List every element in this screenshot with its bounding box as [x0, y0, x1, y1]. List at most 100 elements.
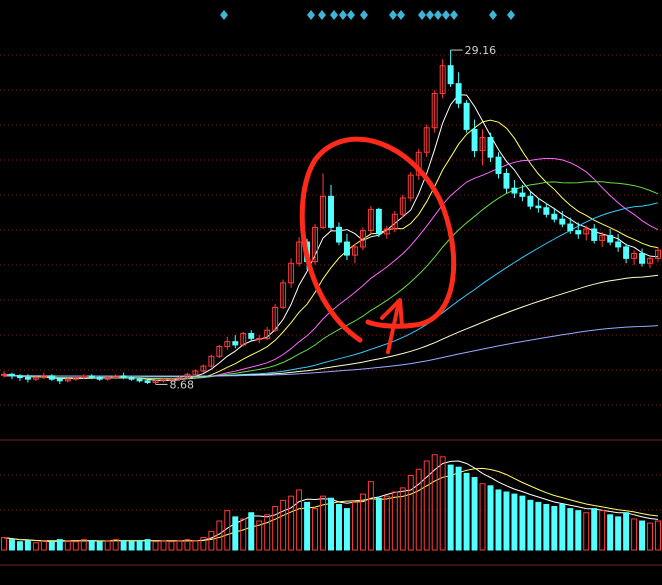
volume-bar: [288, 495, 295, 551]
diamond-icon: [397, 10, 405, 20]
volume-bar: [447, 464, 454, 551]
candle-down: [543, 207, 550, 215]
candle-up: [407, 174, 414, 199]
volume-bar: [639, 520, 646, 551]
candle-down: [623, 246, 630, 259]
volume-bar: [647, 522, 654, 551]
diamond-icon: [347, 10, 355, 20]
candle-down: [575, 230, 582, 235]
volume-bar: [184, 539, 191, 551]
candle-up: [216, 346, 223, 357]
candle-down: [591, 228, 598, 241]
candle-up: [383, 228, 390, 235]
volume-bar: [535, 501, 542, 551]
candle-up: [631, 252, 638, 259]
volume-bar: [320, 495, 326, 551]
candle-up: [200, 365, 207, 372]
candle-up: [423, 127, 430, 153]
candle-down: [328, 195, 334, 228]
candle-up: [1, 373, 7, 376]
volume-bar: [519, 495, 526, 551]
price-labels: 29.16 8.68: [155, 44, 496, 391]
candle-down: [343, 241, 350, 256]
ma5-line: [3, 94, 659, 381]
candle-up: [351, 246, 358, 256]
diamond-icon: [418, 10, 426, 20]
volume-bar: [559, 503, 566, 551]
candle-up: [64, 378, 71, 382]
candle-down: [559, 218, 566, 225]
volume-bar: [192, 540, 199, 551]
candle-up: [583, 228, 590, 235]
diamond-icon: [307, 10, 315, 20]
volume-bar: [503, 491, 510, 551]
candle-up: [320, 195, 326, 228]
volume-bar: [88, 540, 95, 551]
candle-up: [112, 375, 119, 379]
diamond-icon: [339, 10, 347, 20]
annotation-arrow-shaft: [386, 304, 400, 354]
volume-bar: [607, 514, 614, 551]
candle-down: [567, 223, 574, 232]
candle-down: [487, 137, 494, 158]
volume-bar: [96, 541, 103, 551]
candle-down: [8, 373, 15, 377]
volume-bars: [1, 454, 661, 551]
candle-down: [56, 378, 63, 382]
diamond-icon: [360, 10, 368, 20]
candle-down: [48, 375, 55, 380]
candle-down: [248, 332, 255, 339]
volume-bar: [160, 540, 167, 551]
volume-bar: [407, 474, 414, 551]
volume-bar: [40, 540, 47, 551]
diamond-icon: [318, 10, 326, 20]
volume-bar: [591, 508, 598, 551]
candle-up: [176, 377, 183, 380]
candle-down: [471, 128, 478, 152]
candle-up: [32, 377, 39, 380]
volume-bar: [527, 499, 534, 551]
volume-bar: [136, 540, 143, 551]
diamond-icon: [330, 10, 338, 20]
volume-bar: [567, 508, 574, 551]
volume-bar: [328, 497, 334, 551]
volume-bar: [375, 497, 382, 551]
volume-bar: [256, 520, 263, 551]
candle-down: [535, 205, 542, 209]
volume-bar: [224, 510, 231, 551]
candle-down: [16, 375, 23, 379]
volume-bar: [431, 454, 438, 551]
volume-bar: [128, 541, 135, 551]
volume-bar: [112, 539, 119, 551]
candle-up: [40, 375, 47, 379]
volume-bar: [391, 491, 398, 551]
annotation-arrow-head: [380, 298, 404, 328]
volume-bar: [583, 512, 590, 551]
diamond-icon: [434, 10, 442, 20]
candle-up: [312, 226, 319, 263]
volume-bar: [495, 489, 502, 551]
candle-up: [192, 370, 199, 375]
volume-bar: [471, 477, 478, 551]
candle-up: [439, 65, 446, 94]
candle-up: [391, 213, 398, 230]
candle-up: [399, 197, 406, 215]
volume-bar: [32, 542, 39, 551]
candle-down: [519, 192, 526, 197]
diamond-icon: [389, 10, 397, 20]
diamond-icon: [220, 10, 228, 20]
annotation-circle: [299, 136, 457, 354]
candle-down: [511, 187, 518, 194]
volume-bar: [64, 540, 71, 551]
grid-lines: [0, 54, 662, 566]
volume-bar: [48, 541, 55, 551]
candle-down: [455, 83, 462, 104]
diamond-icon: [507, 10, 515, 20]
moving-average-lines: [3, 94, 659, 381]
annotation-ellipse: [299, 136, 457, 343]
candle-up: [224, 341, 231, 348]
candle-down: [232, 341, 239, 346]
candle-up: [240, 332, 247, 346]
candle-up: [288, 262, 295, 284]
volume-bar: [399, 487, 406, 551]
